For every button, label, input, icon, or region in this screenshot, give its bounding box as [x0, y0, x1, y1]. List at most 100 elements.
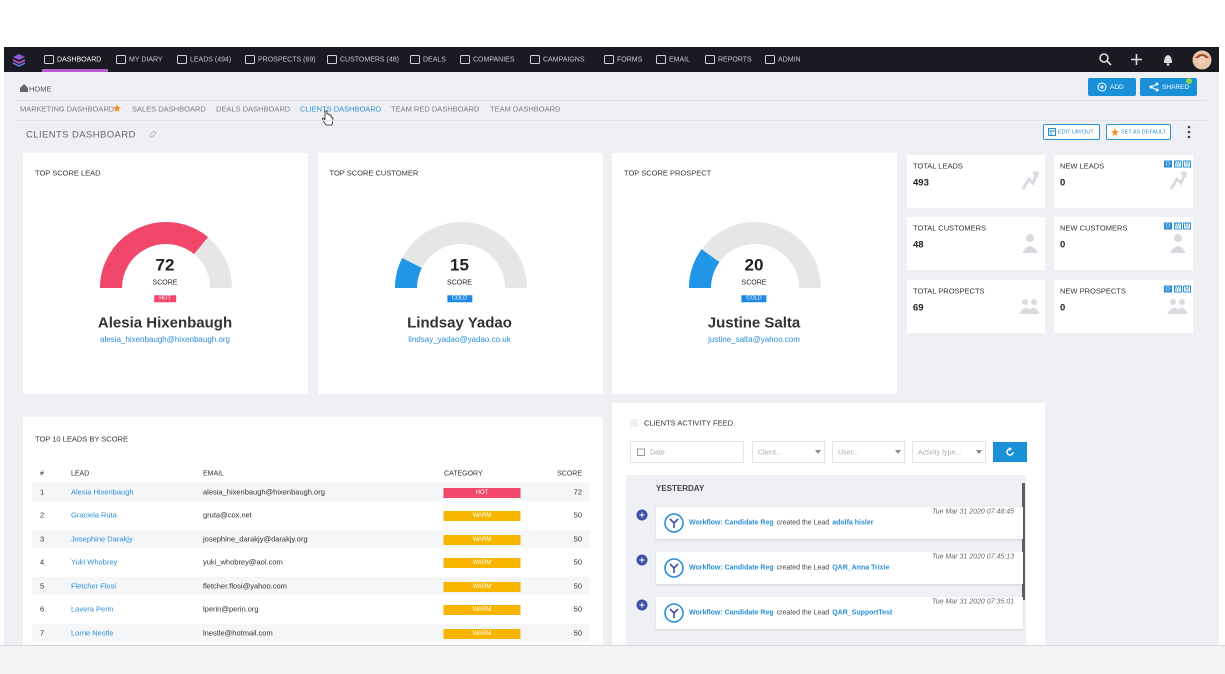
- score-card: [317, 153, 603, 394]
- feed-lead[interactable]: adolfa hisler: [832, 519, 874, 527]
- gauge-caption: SCORE: [152, 279, 178, 287]
- feed-group: YESTERDAY: [656, 484, 705, 493]
- period-toggle[interactable]: W: [1173, 285, 1182, 292]
- contact-email[interactable]: lindsay_yadao@yadao.co.uk: [408, 335, 511, 344]
- feed-workflow[interactable]: Workflow: Candidate Reg: [689, 564, 774, 572]
- header-action[interactable]: [1043, 124, 1100, 140]
- nav-item[interactable]: MY DIARY: [129, 56, 163, 63]
- dashboard-tab[interactable]: MARKETING DASHBOARD: [20, 103, 115, 113]
- column-header: LEAD: [71, 470, 90, 478]
- header-action-label[interactable]: SET AS DEFAULT: [1121, 128, 1167, 135]
- period-toggle[interactable]: W: [1173, 160, 1182, 167]
- stat-label: NEW LEADS: [1060, 160, 1105, 170]
- gauge: [689, 222, 821, 289]
- nav-item[interactable]: COMPANIES: [473, 56, 515, 63]
- period-toggle[interactable]: D: [1164, 285, 1172, 292]
- row-rank: 1: [40, 486, 45, 496]
- filter-placeholder[interactable]: Date: [650, 449, 665, 456]
- contact-name[interactable]: Alesia Hixenbaugh: [97, 314, 233, 332]
- gauge-caption: SCORE: [447, 279, 472, 287]
- nav-bar: [4, 47, 1219, 72]
- contact-email[interactable]: justine_salta@yahoo.com: [708, 335, 800, 344]
- gauge-value-arc: [100, 222, 209, 289]
- row-score: 50: [573, 533, 582, 543]
- filter-placeholder[interactable]: Activity type...: [918, 449, 962, 456]
- favorite-star: [113, 104, 121, 112]
- filter-input[interactable]: [630, 441, 744, 463]
- row-score: 72: [573, 486, 582, 496]
- dashboard-tab[interactable]: TEAM DASHBOARD: [490, 103, 561, 113]
- row-lead[interactable]: Fletcher Flosi: [71, 580, 117, 590]
- dashboard-tab[interactable]: DEALS DASHBOARD: [216, 103, 291, 113]
- dashboard-tab[interactable]: TEAM RED DASHBOARD: [391, 103, 480, 113]
- stat-value: 493: [913, 177, 929, 189]
- filter-placeholder[interactable]: Client...: [758, 449, 782, 456]
- header-button-label[interactable]: SHARED: [1162, 83, 1190, 91]
- filter-input[interactable]: [752, 441, 825, 463]
- nav-item[interactable]: CAMPAIGNS: [543, 56, 585, 63]
- feed-workflow[interactable]: Workflow: Candidate Reg: [689, 519, 774, 527]
- filter-input[interactable]: [912, 441, 986, 463]
- timeline-dot: [636, 599, 648, 611]
- period-toggle[interactable]: M: [1183, 160, 1191, 167]
- nav-item[interactable]: CUSTOMERS (48): [340, 56, 399, 63]
- dashboard-tab[interactable]: CLIENTS DASHBOARD: [300, 103, 382, 113]
- nav-item[interactable]: DASHBOARD: [57, 56, 102, 63]
- header-action-label[interactable]: EDIT LAYOUT: [1058, 128, 1094, 135]
- nav-item[interactable]: REPORTS: [718, 56, 752, 63]
- nav-item[interactable]: ADMIN: [778, 56, 801, 63]
- contact-email[interactable]: alesia_hixenbaugh@hixenbaugh.org: [100, 335, 230, 344]
- feed-lead[interactable]: QAR_SupportTest: [832, 609, 893, 617]
- filter-placeholder[interactable]: User...: [838, 449, 859, 456]
- row-lead[interactable]: Lorrie Nestle: [71, 627, 114, 637]
- header-button[interactable]: [1140, 78, 1197, 96]
- nav-item[interactable]: PROSPECTS (69): [258, 56, 316, 63]
- feed-action: created the Lead: [776, 609, 830, 617]
- period-toggle[interactable]: M: [1183, 222, 1191, 229]
- feed-lead[interactable]: QAR_Anna Trixie: [832, 564, 890, 572]
- workflow-icon: [664, 513, 684, 533]
- row-email: lperin@perin.org: [203, 604, 259, 614]
- score-tag: COLD: [446, 294, 473, 303]
- stat-value: 0: [1060, 239, 1066, 251]
- gauge-value: 20: [744, 255, 764, 275]
- filter-input[interactable]: [832, 441, 905, 463]
- nav-item[interactable]: FORMS: [617, 56, 643, 63]
- period-toggle[interactable]: W: [1173, 222, 1182, 229]
- row-lead[interactable]: Yuki Whobrey: [71, 557, 118, 567]
- nav-icon: [245, 55, 255, 64]
- nav-item[interactable]: EMAIL: [669, 56, 691, 63]
- nav-item[interactable]: DEALS: [423, 56, 446, 63]
- contact-name[interactable]: Justine Salta: [707, 314, 801, 332]
- nav-icon: [327, 55, 337, 64]
- period-toggle[interactable]: D: [1164, 222, 1172, 229]
- avatar: [1192, 50, 1212, 70]
- row-lead[interactable]: Graciela Ruta: [71, 510, 117, 520]
- nav-icon: [530, 55, 540, 64]
- contact-name[interactable]: Lindsay Yadao: [407, 314, 512, 332]
- row-email: gruta@cox.net: [203, 510, 252, 520]
- header-button[interactable]: [1088, 78, 1136, 96]
- nav-icon: [116, 55, 126, 64]
- button-icon: [1149, 82, 1159, 92]
- period-toggle[interactable]: M: [1183, 285, 1191, 292]
- row-lead[interactable]: Alesia Hixenbaugh: [71, 486, 134, 496]
- nav-item[interactable]: LEADS (494): [190, 56, 232, 63]
- period-toggle[interactable]: D: [1164, 160, 1172, 167]
- refresh-button[interactable]: [993, 442, 1027, 462]
- row-rank: 6: [40, 604, 45, 614]
- breadcrumb: HOME: [29, 83, 52, 93]
- card-title: CLIENTS ACTIVITY FEED: [644, 418, 734, 428]
- feed-action: created the Lead: [776, 564, 830, 572]
- stat-icon: [1019, 299, 1040, 314]
- feed-workflow[interactable]: Workflow: Candidate Reg: [689, 609, 774, 617]
- dashboard-tab[interactable]: SALES DASHBOARD: [132, 103, 206, 113]
- header-action[interactable]: [1106, 124, 1171, 140]
- nav-active-underline: [42, 69, 108, 72]
- header-button-label[interactable]: ADD: [1110, 83, 1124, 91]
- card-title: TOP SCORE PROSPECT: [624, 168, 712, 178]
- row-lead[interactable]: Lavera Perin: [71, 604, 114, 614]
- scrollbar: [1022, 483, 1025, 600]
- row-lead[interactable]: Josephine Darakjy: [71, 533, 133, 543]
